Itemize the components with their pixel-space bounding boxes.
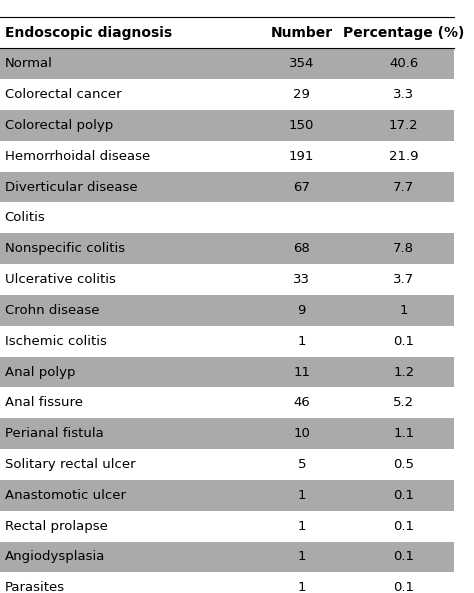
Text: 1: 1	[298, 334, 306, 347]
Text: Colorectal polyp: Colorectal polyp	[5, 119, 113, 132]
Text: 10: 10	[293, 427, 310, 440]
Bar	[0, 141, 454, 171]
Text: Perianal fistula: Perianal fistula	[5, 427, 103, 440]
Bar	[0, 17, 454, 48]
Text: Rectal prolapse: Rectal prolapse	[5, 519, 108, 533]
Text: Parasites: Parasites	[5, 581, 64, 593]
Text: 5: 5	[298, 458, 306, 471]
Bar	[0, 449, 454, 480]
Text: Nonspecific colitis: Nonspecific colitis	[5, 242, 125, 255]
Text: 3.7: 3.7	[393, 273, 414, 286]
Text: 0.1: 0.1	[393, 550, 414, 563]
Bar	[0, 295, 454, 326]
Text: 33: 33	[293, 273, 310, 286]
Bar	[0, 202, 454, 233]
Text: 46: 46	[293, 396, 310, 409]
Text: 3.3: 3.3	[393, 88, 414, 101]
Text: Colitis: Colitis	[5, 211, 46, 224]
Bar	[0, 79, 454, 110]
Bar	[0, 326, 454, 356]
Text: 67: 67	[293, 180, 310, 193]
Bar	[0, 418, 454, 449]
Text: Ischemic colitis: Ischemic colitis	[5, 334, 106, 347]
Text: 7.7: 7.7	[393, 180, 414, 193]
Text: 1: 1	[298, 581, 306, 593]
Bar	[0, 572, 454, 593]
Text: Diverticular disease: Diverticular disease	[5, 180, 137, 193]
Text: Colorectal cancer: Colorectal cancer	[5, 88, 121, 101]
Text: Anal polyp: Anal polyp	[5, 365, 75, 378]
Text: 21.9: 21.9	[389, 149, 419, 162]
Text: 1.1: 1.1	[393, 427, 414, 440]
Text: 29: 29	[293, 88, 310, 101]
Text: 1: 1	[298, 519, 306, 533]
Bar	[0, 48, 454, 79]
Text: 1: 1	[298, 489, 306, 502]
Text: 1: 1	[400, 304, 408, 317]
Text: 354: 354	[289, 57, 314, 70]
Bar	[0, 541, 454, 572]
Text: Number: Number	[271, 26, 333, 40]
Text: 1.2: 1.2	[393, 365, 414, 378]
Text: Ulcerative colitis: Ulcerative colitis	[5, 273, 115, 286]
Text: 0.1: 0.1	[393, 489, 414, 502]
Text: 40.6: 40.6	[389, 57, 419, 70]
Text: Normal: Normal	[5, 57, 53, 70]
Text: 9: 9	[298, 304, 306, 317]
Text: 1: 1	[298, 550, 306, 563]
Bar	[0, 387, 454, 418]
Text: Endoscopic diagnosis: Endoscopic diagnosis	[5, 26, 172, 40]
Text: 17.2: 17.2	[389, 119, 419, 132]
Text: Anastomotic ulcer: Anastomotic ulcer	[5, 489, 126, 502]
Text: Anal fissure: Anal fissure	[5, 396, 82, 409]
Bar	[0, 480, 454, 511]
Text: 7.8: 7.8	[393, 242, 414, 255]
Bar	[0, 356, 454, 387]
Text: 0.5: 0.5	[393, 458, 414, 471]
Text: 191: 191	[289, 149, 314, 162]
Text: 0.1: 0.1	[393, 519, 414, 533]
Text: 150: 150	[289, 119, 314, 132]
Bar	[0, 110, 454, 141]
Text: Angiodysplasia: Angiodysplasia	[5, 550, 105, 563]
Text: 5.2: 5.2	[393, 396, 414, 409]
Bar	[0, 264, 454, 295]
Text: 68: 68	[293, 242, 310, 255]
Text: 11: 11	[293, 365, 310, 378]
Text: Hemorrhoidal disease: Hemorrhoidal disease	[5, 149, 150, 162]
Text: Percentage (%): Percentage (%)	[343, 26, 465, 40]
Bar	[0, 511, 454, 541]
Text: 0.1: 0.1	[393, 334, 414, 347]
Text: Solitary rectal ulcer: Solitary rectal ulcer	[5, 458, 135, 471]
Text: Crohn disease: Crohn disease	[5, 304, 99, 317]
Text: 0.1: 0.1	[393, 581, 414, 593]
Bar	[0, 171, 454, 202]
Bar	[0, 233, 454, 264]
